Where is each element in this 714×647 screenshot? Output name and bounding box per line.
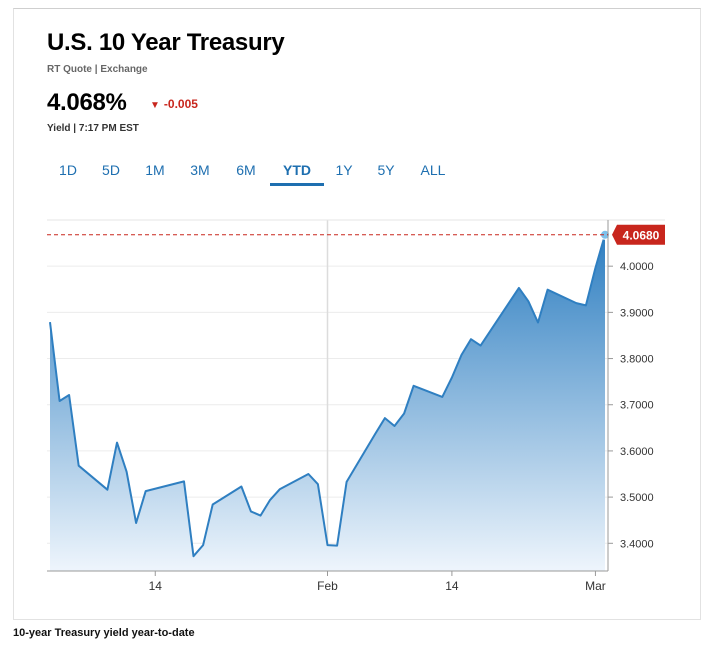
y-tick-label: 3.7000: [620, 400, 654, 412]
chart-axes: [47, 220, 613, 576]
last-value-badge: 4.0680: [612, 224, 665, 245]
yield-line: [49, 234, 606, 558]
y-tick-label: 3.6000: [620, 446, 654, 458]
y-tick-label: 3.5000: [620, 492, 654, 504]
y-tick-label: 3.8000: [620, 354, 654, 366]
chart-area: [49, 229, 610, 572]
tab-1d[interactable]: 1D: [59, 162, 77, 178]
down-arrow-icon: ▼: [150, 100, 160, 111]
tab-6m[interactable]: 6M: [236, 162, 256, 178]
current-yield: 4.068%: [47, 89, 127, 116]
tab-3m[interactable]: 3M: [190, 162, 210, 178]
y-tick-label: 3.9000: [620, 307, 654, 319]
x-tick-label: Mar: [585, 579, 606, 593]
tab-all[interactable]: ALL: [420, 162, 446, 178]
badge-shape: [612, 224, 665, 245]
figure-caption: 10-year Treasury yield year-to-date: [13, 627, 195, 639]
tab-1m[interactable]: 1M: [145, 162, 165, 178]
badge-value: 4.0680: [623, 228, 660, 242]
page-title: U.S. 10 Year Treasury: [47, 29, 285, 56]
tab-5d[interactable]: 5D: [102, 162, 120, 178]
change-value: -0.005: [163, 97, 198, 111]
tab-ytd[interactable]: YTD: [270, 156, 324, 186]
x-tick-label: Feb: [317, 579, 338, 593]
yield-area: [50, 234, 605, 572]
x-tick-label: 14: [149, 579, 163, 593]
tab-5y[interactable]: 5Y: [377, 162, 395, 178]
y-tick-label: 3.4000: [620, 538, 654, 550]
quote-source: RT Quote | Exchange: [47, 64, 148, 75]
x-tick-label: 14: [445, 579, 459, 593]
chart-labels: 4.0000 3.9000 3.8000 3.7000 3.6000 3.5000 3.40…: [149, 224, 665, 593]
tab-1y[interactable]: 1Y: [335, 162, 353, 178]
y-tick-label: 4.0000: [620, 261, 654, 273]
yield-change: ▼ -0.005: [150, 97, 198, 111]
quote-time: Yield | 7:17 PM EST: [47, 123, 139, 134]
